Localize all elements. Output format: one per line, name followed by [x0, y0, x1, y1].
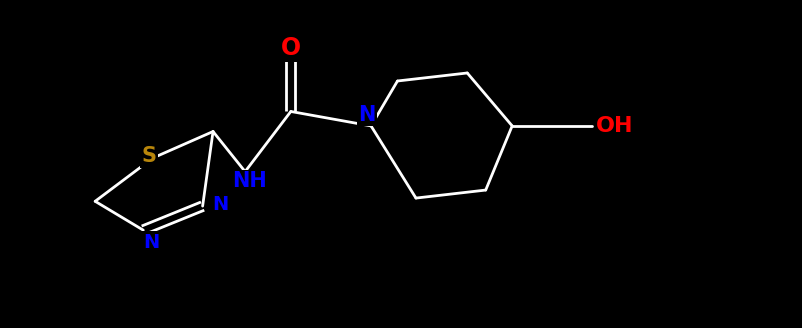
Text: N: N	[143, 233, 160, 252]
Text: NH: NH	[233, 171, 267, 191]
Text: N: N	[212, 195, 228, 214]
Text: O: O	[281, 36, 301, 60]
Text: N: N	[358, 105, 375, 125]
Text: OH: OH	[595, 116, 633, 136]
Text: S: S	[141, 146, 156, 166]
